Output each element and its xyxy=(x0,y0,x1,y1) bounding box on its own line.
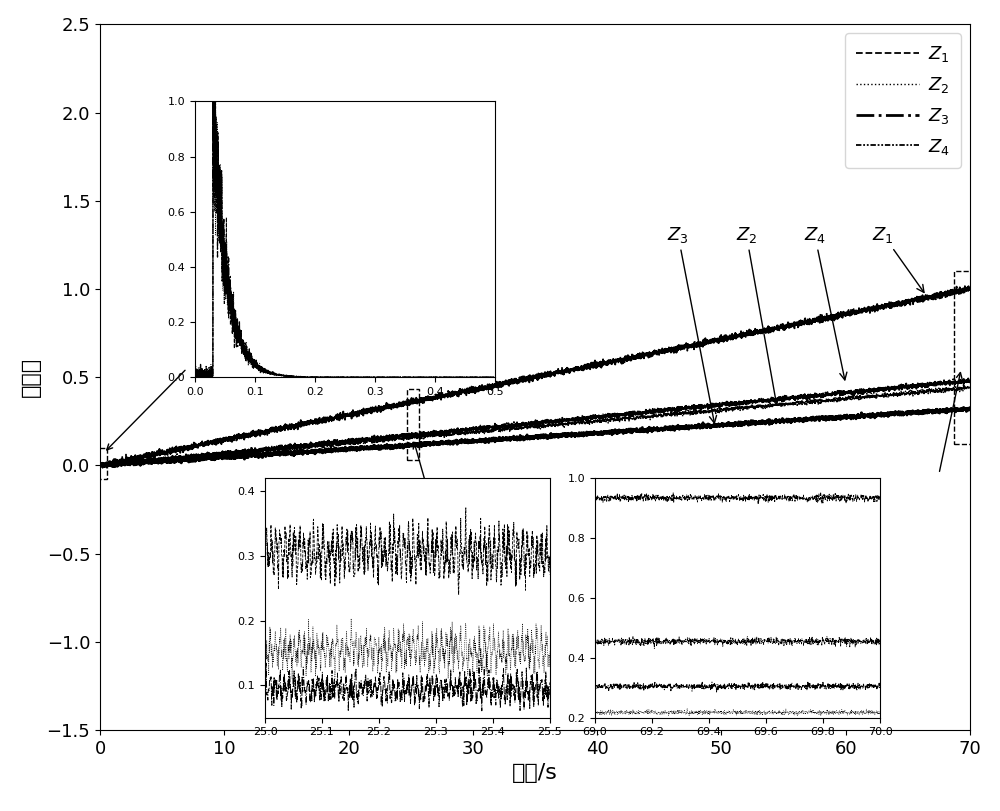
$Z_4$ xyxy=(962,374,974,384)
$Z_4$ xyxy=(94,457,106,467)
Bar xyxy=(96,448,107,479)
$Z_2$ xyxy=(440,429,452,439)
$Z_4$ xyxy=(964,375,976,385)
$Z_1$ xyxy=(96,463,108,473)
$Z_4$ xyxy=(322,439,334,448)
$Z_1$ xyxy=(515,377,527,387)
$Z_1$ xyxy=(322,415,334,425)
$Z_4$ xyxy=(423,428,435,438)
$Z_2$ xyxy=(140,457,152,467)
$Z_2$ xyxy=(99,462,111,472)
$Z_4$ xyxy=(515,419,527,429)
Line: $Z_4$: $Z_4$ xyxy=(100,379,970,468)
$Z_1$ xyxy=(683,342,695,352)
Y-axis label: 最优解: 最优解 xyxy=(21,357,41,397)
$Z_3$ xyxy=(964,406,976,416)
Text: $Z_4$: $Z_4$ xyxy=(804,225,847,380)
Line: $Z_3$: $Z_3$ xyxy=(100,407,970,466)
$Z_3$ xyxy=(97,461,109,471)
$Z_3$ xyxy=(94,461,106,470)
Bar xyxy=(407,389,419,460)
$Z_1$ xyxy=(94,460,106,470)
$Z_3$ xyxy=(440,437,452,447)
$Z_2$ xyxy=(957,380,969,389)
$Z_2$ xyxy=(322,440,334,449)
$Z_2$ xyxy=(94,460,106,470)
$Z_3$ xyxy=(515,434,527,444)
Line: $Z_1$: $Z_1$ xyxy=(100,286,970,468)
$Z_1$ xyxy=(423,395,435,405)
$Z_4$ xyxy=(97,463,109,473)
$Z_4$ xyxy=(140,455,152,465)
$Z_4$ xyxy=(683,404,695,414)
X-axis label: 时间/s: 时间/s xyxy=(512,763,558,783)
Bar xyxy=(954,271,974,444)
$Z_2$ xyxy=(964,383,976,393)
$Z_1$ xyxy=(440,392,452,401)
$Z_2$ xyxy=(515,426,527,436)
$Z_1$ xyxy=(140,451,152,461)
$Z_2$ xyxy=(683,408,695,418)
$Z_3$ xyxy=(683,422,695,431)
$Z_3$ xyxy=(322,446,334,456)
$Z_3$ xyxy=(962,402,974,412)
$Z_1$ xyxy=(959,281,971,291)
Text: $Z_3$: $Z_3$ xyxy=(667,225,717,423)
Text: $Z_1$: $Z_1$ xyxy=(872,225,924,293)
Legend: $Z_1$, $Z_2$, $Z_3$, $Z_4$: $Z_1$, $Z_2$, $Z_3$, $Z_4$ xyxy=(845,33,961,168)
$Z_1$ xyxy=(964,283,976,293)
Text: $Z_2$: $Z_2$ xyxy=(736,225,779,405)
$Z_3$ xyxy=(423,440,435,450)
$Z_4$ xyxy=(440,426,452,436)
$Z_3$ xyxy=(140,457,152,466)
$Z_2$ xyxy=(423,431,435,441)
Line: $Z_2$: $Z_2$ xyxy=(100,384,970,467)
